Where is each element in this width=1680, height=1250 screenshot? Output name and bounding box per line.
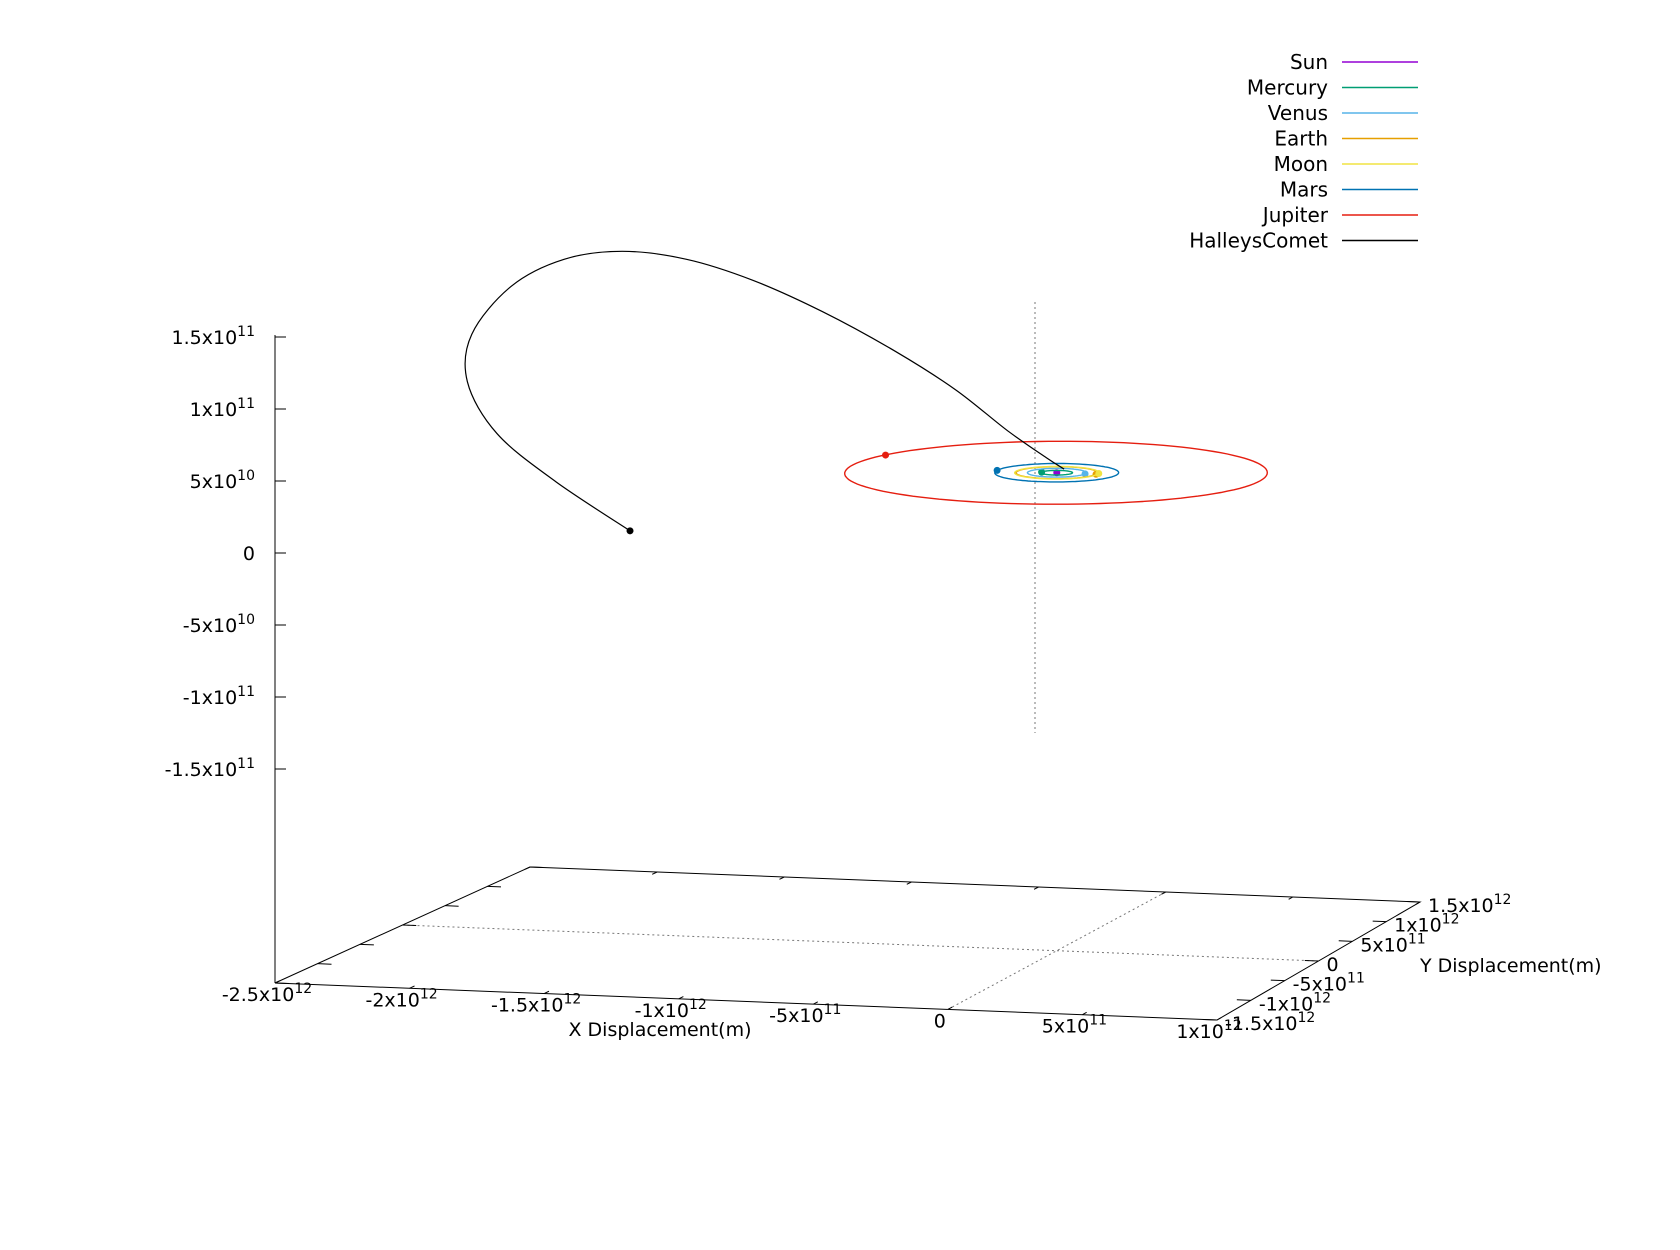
marker-moon [1095,470,1103,478]
y-tick-left [317,963,332,965]
x-tick [813,1001,819,1005]
y-axis-label: Y Displacement(m) [1419,955,1602,977]
x-tick-label: -1x1012 [635,997,707,1022]
x-tick-label: -1.5x1012 [491,992,581,1017]
z-tick-label: -1.5x1011 [165,756,255,781]
legend-label-moon: Moon [1274,152,1328,176]
x-tick [1082,1011,1087,1016]
x-tick-label: 5x1011 [1042,1013,1107,1038]
z-tick-label: -1x1011 [183,684,255,709]
x-tick [409,985,415,989]
y-tick-left [359,943,374,946]
z-tick-label: 0 [243,543,255,565]
y-tick-label: -5x1011 [1293,971,1365,996]
z-tick-label: 5x1010 [190,468,255,493]
y-tick [1270,979,1285,982]
x-tick-back [651,871,658,875]
series-layer [464,250,1269,535]
x-tick-back [1161,891,1166,895]
z-tick-label: 1.5x1011 [172,324,255,349]
legend: SunMercuryVenusEarthMoonMarsJupiterHalle… [1189,50,1418,253]
x-tick [947,1006,953,1010]
x-tick-label: 0 [934,1010,946,1032]
y-tick-left [274,982,290,985]
legend-label-mars: Mars [1280,178,1328,202]
y-tick-left [487,885,501,888]
floor-zero-y-line [402,924,1319,962]
x-tick-label: 1x1012 [1176,1018,1241,1043]
floor-zero-x-line [947,891,1166,1010]
legend-label-halleyscomet: HalleysComet [1189,229,1328,253]
y-tick-label: 1x1012 [1394,912,1459,937]
y-tick-label: 5x1011 [1360,931,1425,956]
y-tick-label: 0 [1327,954,1339,976]
orbit-moon [1014,465,1100,480]
marker-jupiter [882,451,890,459]
orbit-halleyscomet [464,250,1065,532]
y-tick [1338,940,1353,942]
z-tick-label: 1x1011 [190,396,255,421]
x-tick [1216,1017,1222,1021]
x-tick-back [524,866,531,870]
legend-label-mercury: Mercury [1247,76,1328,100]
x-tick-label: -2x1012 [365,986,437,1011]
x-tick-label: -2.5x1012 [222,981,312,1006]
y-tick [1304,959,1319,962]
y-tick-left [529,866,544,869]
x-tick [678,996,684,1000]
axes-layer: 1.5x1011 1x1011 5x1010 0 -5x1010 -1x1011 -1.5x… [165,302,1511,1043]
y-tick [1372,920,1387,923]
x-tick-back [1288,896,1294,900]
y-tick-left [402,924,417,927]
marker-venus [1081,470,1089,478]
y-tick-label: -1.5x1012 [1225,1010,1315,1035]
legend-label-jupiter: Jupiter [1261,203,1329,227]
x-tick-back [779,876,785,880]
x-axis-label: X Displacement(m) [568,1019,751,1041]
legend-label-earth: Earth [1274,127,1328,151]
marker-mercury [1038,468,1046,476]
marker-mars [993,466,1001,474]
y-tick [1406,900,1421,903]
y-tick-label: -1x1012 [1259,990,1331,1015]
x-tick [543,990,550,995]
orbit-venus [1026,467,1087,478]
y-tick [1236,999,1251,1001]
floor-box [274,866,1422,1021]
x-tick-back [906,881,912,885]
x-tick-back [1033,886,1039,890]
y-tick-left [444,905,459,907]
legend-label-sun: Sun [1290,50,1328,74]
marker-halleyscomet [626,527,634,535]
x-tick-label: -5x1011 [769,1002,841,1027]
legend-label-venus: Venus [1268,101,1328,125]
orbit-jupiter [843,440,1269,505]
z-tick-label: -5x1010 [183,612,255,637]
y-tick [1202,1018,1218,1021]
y-tick-label: 1.5x1012 [1428,892,1511,917]
